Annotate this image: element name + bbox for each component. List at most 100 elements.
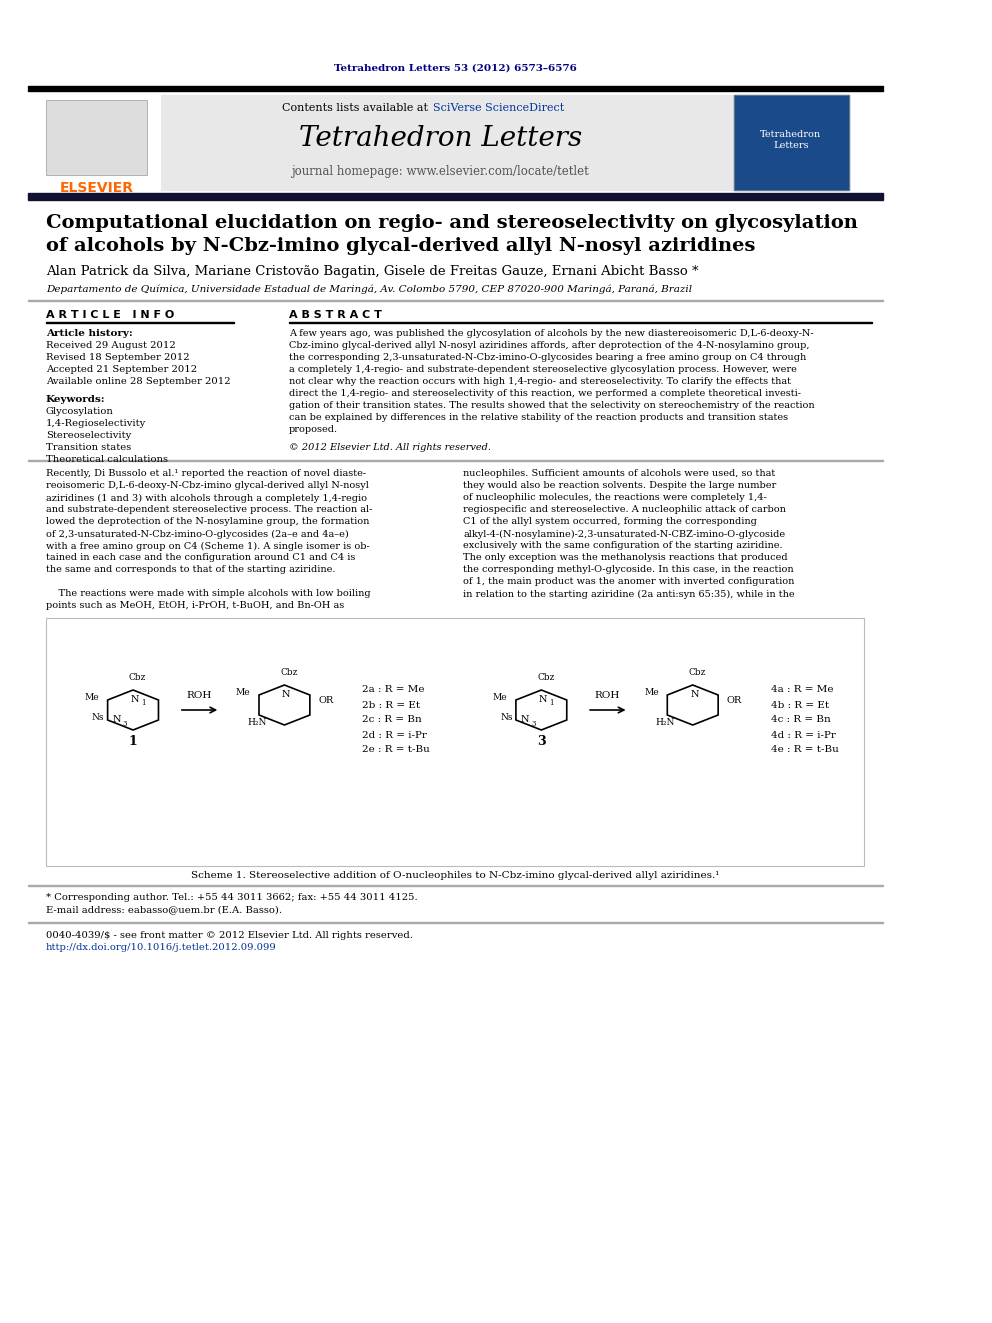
Text: alkyl-4-(N-nosylamine)-2,3-unsaturated-N-CBZ-imino-O-glycoside: alkyl-4-(N-nosylamine)-2,3-unsaturated-N… bbox=[463, 529, 786, 538]
Text: Me: Me bbox=[236, 688, 250, 697]
Text: journal homepage: www.elsevier.com/locate/tetlet: journal homepage: www.elsevier.com/locat… bbox=[292, 165, 589, 179]
Text: ROH: ROH bbox=[186, 691, 211, 700]
Bar bbox=[28, 95, 161, 191]
Text: SciVerse ScienceDirect: SciVerse ScienceDirect bbox=[434, 103, 564, 112]
Text: the corresponding methyl-O-glycoside. In this case, in the reaction: the corresponding methyl-O-glycoside. In… bbox=[463, 565, 794, 574]
Text: 1: 1 bbox=[129, 736, 138, 747]
Text: Computational elucidation on regio- and stereoselectivity on glycosylation: Computational elucidation on regio- and … bbox=[46, 214, 858, 232]
Text: Keywords:: Keywords: bbox=[46, 396, 105, 405]
Text: Cbz-imino glycal-derived allyl N-nosyl aziridines affords, after deprotection of: Cbz-imino glycal-derived allyl N-nosyl a… bbox=[289, 341, 809, 351]
Text: proposed.: proposed. bbox=[289, 426, 338, 434]
Text: exclusively with the same configuration of the starting aziridine.: exclusively with the same configuration … bbox=[463, 541, 783, 550]
Text: Glycosylation: Glycosylation bbox=[46, 407, 114, 417]
Text: 1: 1 bbox=[141, 699, 146, 706]
Bar bbox=[28, 86, 883, 87]
Text: 2e : R = t-Bu: 2e : R = t-Bu bbox=[362, 745, 431, 754]
Text: ROH: ROH bbox=[595, 691, 620, 700]
Text: E-mail address: eabasso@uem.br (E.A. Basso).: E-mail address: eabasso@uem.br (E.A. Bas… bbox=[46, 905, 282, 914]
Text: N: N bbox=[131, 695, 139, 704]
Text: H₂N: H₂N bbox=[247, 718, 267, 728]
Text: A R T I C L E   I N F O: A R T I C L E I N F O bbox=[46, 310, 175, 320]
Text: Contents lists available at: Contents lists available at bbox=[282, 103, 432, 112]
Text: Available online 28 September 2012: Available online 28 September 2012 bbox=[46, 377, 230, 386]
Text: of alcohols by N-Cbz-imino glycal-derived allyl N-nosyl aziridines: of alcohols by N-Cbz-imino glycal-derive… bbox=[46, 237, 755, 255]
Bar bbox=[46, 101, 147, 175]
Text: 2c : R = Bn: 2c : R = Bn bbox=[362, 716, 423, 725]
Text: 3: 3 bbox=[123, 720, 127, 728]
Text: Ns: Ns bbox=[92, 713, 104, 722]
Text: they would also be reaction solvents. Despite the large number: they would also be reaction solvents. De… bbox=[463, 482, 777, 491]
Text: Departamento de Química, Universidade Estadual de Maringá, Av. Colombo 5790, CEP: Departamento de Química, Universidade Es… bbox=[46, 284, 692, 294]
Text: 3: 3 bbox=[537, 736, 546, 747]
Text: Tetrahedron Letters 53 (2012) 6573–6576: Tetrahedron Letters 53 (2012) 6573–6576 bbox=[333, 64, 576, 73]
Text: in relation to the starting aziridine (2a anti:syn 65:35), while in the: in relation to the starting aziridine (2… bbox=[463, 590, 795, 598]
Text: C1 of the allyl system occurred, forming the corresponding: C1 of the allyl system occurred, forming… bbox=[463, 517, 757, 527]
Text: Tetrahedron
Letters: Tetrahedron Letters bbox=[760, 130, 821, 149]
Text: Ns: Ns bbox=[500, 713, 513, 722]
Text: 2d : R = i-Pr: 2d : R = i-Pr bbox=[362, 730, 428, 740]
Text: a completely 1,4-regio- and substrate-dependent stereoselective glycosylation pr: a completely 1,4-regio- and substrate-de… bbox=[289, 365, 797, 374]
Text: N: N bbox=[112, 714, 121, 724]
Text: not clear why the reaction occurs with high 1,4-regio- and stereoselectivity. To: not clear why the reaction occurs with h… bbox=[289, 377, 791, 386]
Bar bbox=[734, 95, 849, 191]
Text: direct the 1,4-regio- and stereoselectivity of this reaction, we performed a com: direct the 1,4-regio- and stereoselectiv… bbox=[289, 389, 801, 398]
Text: Accepted 21 September 2012: Accepted 21 September 2012 bbox=[46, 365, 197, 374]
Text: 0040-4039/$ - see front matter © 2012 Elsevier Ltd. All rights reserved.: 0040-4039/$ - see front matter © 2012 El… bbox=[46, 930, 413, 939]
Text: 2a : R = Me: 2a : R = Me bbox=[362, 685, 425, 695]
Text: N: N bbox=[521, 714, 529, 724]
Text: * Corresponding author. Tel.: +55 44 3011 3662; fax: +55 44 3011 4125.: * Corresponding author. Tel.: +55 44 301… bbox=[46, 893, 418, 902]
Text: N: N bbox=[539, 695, 548, 704]
Bar bbox=[46, 618, 864, 867]
Text: © 2012 Elsevier Ltd. All rights reserved.: © 2012 Elsevier Ltd. All rights reserved… bbox=[289, 443, 491, 452]
Bar bbox=[161, 95, 734, 191]
Text: Cbz: Cbz bbox=[688, 668, 706, 677]
Text: http://dx.doi.org/10.1016/j.tetlet.2012.09.099: http://dx.doi.org/10.1016/j.tetlet.2012.… bbox=[46, 943, 277, 953]
Text: 3: 3 bbox=[532, 720, 536, 728]
Text: 4c : R = Bn: 4c : R = Bn bbox=[771, 716, 830, 725]
Text: The reactions were made with simple alcohols with low boiling: The reactions were made with simple alco… bbox=[46, 590, 370, 598]
Text: Alan Patrick da Silva, Mariane Cristovão Bagatin, Gisele de Freitas Gauze, Ernan: Alan Patrick da Silva, Mariane Cristovão… bbox=[46, 266, 698, 279]
Text: the same and corresponds to that of the starting aziridine.: the same and corresponds to that of the … bbox=[46, 565, 335, 574]
Text: N: N bbox=[690, 691, 698, 699]
Text: Theoretical calculations: Theoretical calculations bbox=[46, 455, 168, 464]
Text: 4e : R = t-Bu: 4e : R = t-Bu bbox=[771, 745, 838, 754]
Text: Tetrahedron Letters: Tetrahedron Letters bbox=[299, 124, 582, 152]
Text: the corresponding 2,3-unsaturated-N-Cbz-imino-O-glycosides bearing a free amino : the corresponding 2,3-unsaturated-N-Cbz-… bbox=[289, 353, 806, 363]
Text: 1: 1 bbox=[550, 699, 555, 706]
Text: Me: Me bbox=[493, 693, 507, 703]
Text: 1,4-Regioselectivity: 1,4-Regioselectivity bbox=[46, 419, 146, 429]
Text: Recently, Di Bussolo et al.¹ reported the reaction of novel diaste-: Recently, Di Bussolo et al.¹ reported th… bbox=[46, 470, 366, 479]
Text: 2b : R = Et: 2b : R = Et bbox=[362, 700, 421, 709]
Text: A few years ago, was published the glycosylation of alcohols by the new diastere: A few years ago, was published the glyco… bbox=[289, 329, 813, 339]
Text: of 2,3-unsaturated-N-Cbz-imino-O-glycosides (2a–e and 4a–e): of 2,3-unsaturated-N-Cbz-imino-O-glycosi… bbox=[46, 529, 348, 538]
Text: regiospecific and stereoselective. A nucleophilic attack of carbon: regiospecific and stereoselective. A nuc… bbox=[463, 505, 787, 515]
Text: 4b : R = Et: 4b : R = Et bbox=[771, 700, 829, 709]
Text: Transition states: Transition states bbox=[46, 443, 131, 452]
Text: OR: OR bbox=[726, 696, 742, 705]
Text: A B S T R A C T: A B S T R A C T bbox=[289, 310, 382, 320]
Text: ELSEVIER: ELSEVIER bbox=[60, 181, 133, 194]
Text: Received 29 August 2012: Received 29 August 2012 bbox=[46, 341, 176, 351]
Text: Me: Me bbox=[84, 693, 99, 703]
Text: H₂N: H₂N bbox=[656, 718, 675, 728]
Text: OR: OR bbox=[318, 696, 333, 705]
Text: 4d : R = i-Pr: 4d : R = i-Pr bbox=[771, 730, 835, 740]
Text: with a free amino group on C4 (Scheme 1). A single isomer is ob-: with a free amino group on C4 (Scheme 1)… bbox=[46, 541, 370, 550]
Text: points such as MeOH, EtOH, i-PrOH, t-BuOH, and Bn-OH as: points such as MeOH, EtOH, i-PrOH, t-BuO… bbox=[46, 602, 344, 610]
Text: Cbz: Cbz bbox=[129, 673, 146, 681]
Text: gation of their transition states. The results showed that the selectivity on st: gation of their transition states. The r… bbox=[289, 401, 814, 410]
Text: Revised 18 September 2012: Revised 18 September 2012 bbox=[46, 353, 189, 363]
Text: can be explained by differences in the relative stability of the reaction produc: can be explained by differences in the r… bbox=[289, 414, 788, 422]
Text: Me: Me bbox=[644, 688, 659, 697]
Text: Cbz: Cbz bbox=[538, 673, 555, 681]
Text: Scheme 1. Stereoselective addition of O-nucleophiles to N-Cbz-imino glycal-deriv: Scheme 1. Stereoselective addition of O-… bbox=[190, 871, 719, 880]
Text: Stereoselectivity: Stereoselectivity bbox=[46, 431, 131, 441]
Text: and substrate-dependent stereoselective process. The reaction al-: and substrate-dependent stereoselective … bbox=[46, 505, 372, 515]
Bar bbox=[28, 193, 883, 200]
Text: of nucleophilic molecules, the reactions were completely 1,4-: of nucleophilic molecules, the reactions… bbox=[463, 493, 767, 503]
Text: Article history:: Article history: bbox=[46, 329, 133, 339]
Text: 4a : R = Me: 4a : R = Me bbox=[771, 685, 833, 695]
Text: nucleophiles. Sufficient amounts of alcohols were used, so that: nucleophiles. Sufficient amounts of alco… bbox=[463, 470, 776, 479]
Bar bbox=[28, 89, 883, 90]
Text: N: N bbox=[282, 691, 291, 699]
